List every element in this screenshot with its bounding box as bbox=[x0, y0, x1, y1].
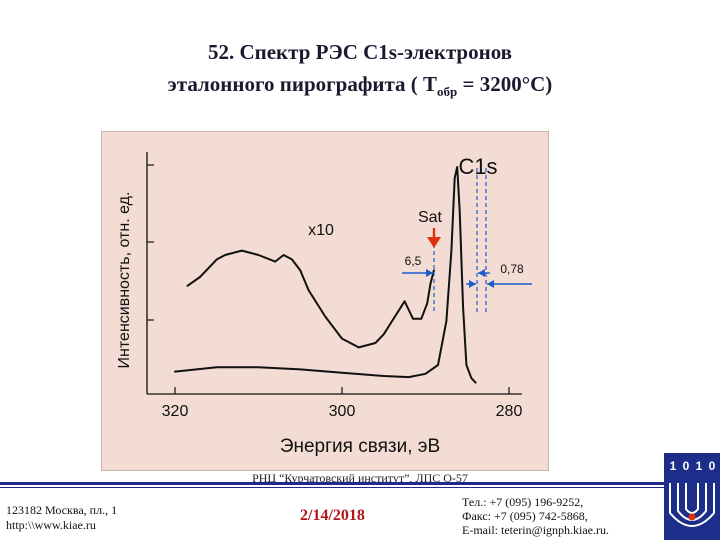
footer-organization: РНЦ “Курчатовский институт”, ЛПС О-57 bbox=[252, 471, 468, 485]
series-group bbox=[174, 166, 477, 384]
slide-date: 2/14/2018 bbox=[300, 507, 365, 524]
x-ticks: 320 300 280 bbox=[162, 387, 523, 420]
x-axis-label: Энергия связи, эВ bbox=[280, 436, 440, 457]
sat-width-arrowhead-left bbox=[426, 269, 433, 277]
axes bbox=[146, 152, 522, 395]
footer-address: 123182 Москва, пл., 1 http:\\www.kiae.ru bbox=[6, 503, 117, 533]
address-line: 123182 Москва, пл., 1 bbox=[6, 503, 118, 517]
footer-contacts: Тел.: +7 (095) 196-9252, Факс: +7 (095) … bbox=[462, 495, 609, 537]
sat-width-arrowhead-right bbox=[478, 269, 485, 277]
kurchatov-logo: 1 0 1 0 bbox=[664, 453, 720, 540]
satellite-label: Sat bbox=[418, 209, 443, 226]
logo-letter: 1 bbox=[696, 459, 703, 473]
footer-divider bbox=[0, 482, 720, 485]
logo-letter: 1 bbox=[670, 459, 677, 473]
series-main-curve bbox=[174, 166, 477, 384]
x-tick-label: 320 bbox=[162, 403, 189, 420]
title-text: эталонного пирографита ( Т bbox=[167, 72, 438, 96]
xps-spectrum-chart: 320 300 280 Энергия связи, эВ Интенсивност… bbox=[116, 152, 532, 457]
x-tick-label: 300 bbox=[329, 403, 356, 420]
email-line[interactable]: E-mail: teterin@ignph.kiae.ru. bbox=[462, 523, 610, 537]
title-subscript: обр bbox=[437, 84, 458, 100]
slide-title-line1: 52. Спектр РЭС С1s-электронов bbox=[207, 40, 513, 64]
satellite-distance-label: 6,5 bbox=[405, 254, 422, 268]
sat-arrowhead bbox=[427, 237, 441, 248]
slide-title-line2: эталонного пирографита ( Тобр = 3200°С) bbox=[0, 70, 720, 106]
x-tick-label: 280 bbox=[496, 403, 523, 420]
fax-line: Факс: +7 (095) 742-5868, bbox=[462, 509, 588, 523]
logo-dot bbox=[688, 513, 696, 521]
y-axis-label: Интенсивность, отн. ед. bbox=[116, 192, 133, 369]
logo-arc bbox=[669, 483, 715, 527]
logo-letter: 0 bbox=[709, 459, 716, 473]
fwhm-arrowhead-right bbox=[487, 280, 494, 288]
footer-divider-thin bbox=[0, 487, 720, 488]
multiplier-label: x10 bbox=[308, 222, 334, 239]
logo-arc bbox=[685, 483, 699, 514]
fwhm-arrowhead-left bbox=[469, 280, 476, 288]
annotation-markers bbox=[402, 168, 532, 312]
chart-panel: 320 300 280 Энергия связи, эВ Интенсивност… bbox=[101, 131, 549, 471]
series-x10-curve bbox=[186, 249, 435, 349]
logo-letter: 0 bbox=[683, 459, 690, 473]
website-link[interactable]: http:\\www.kiae.ru bbox=[6, 518, 96, 532]
title-temperature: = 3200°С) bbox=[457, 72, 553, 96]
peak-label-c1s: C1s bbox=[458, 154, 497, 179]
phone-line: Тел.: +7 (095) 196-9252, bbox=[462, 495, 584, 509]
fwhm-label: 0,78 bbox=[500, 262, 524, 276]
